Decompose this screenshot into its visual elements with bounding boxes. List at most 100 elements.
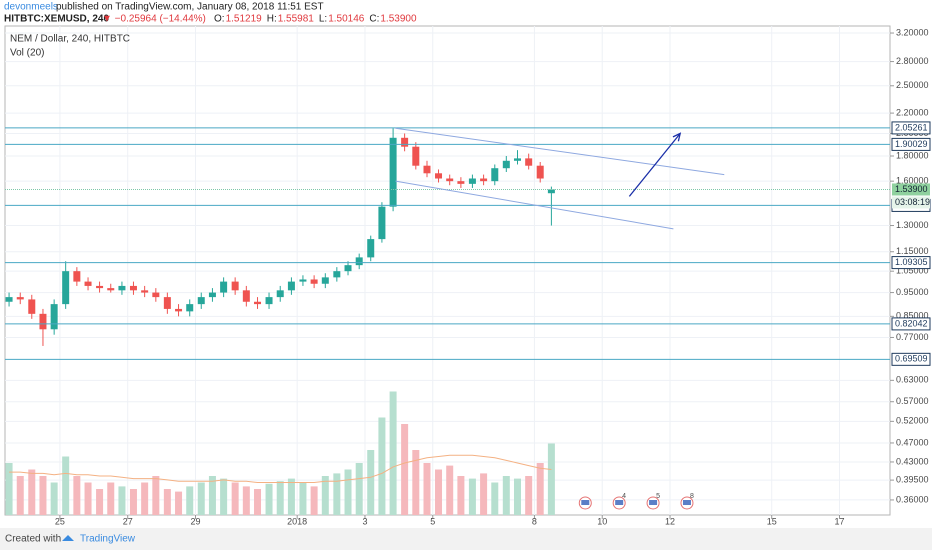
published: published on TradingView.com, January 08…: [56, 2, 324, 13]
candle-body: [96, 285, 104, 289]
footer-brand[interactable]: TradingView: [80, 534, 136, 545]
ohlc-label: O:: [214, 14, 225, 25]
candle-body: [446, 178, 454, 182]
volume-bar: [152, 476, 160, 515]
author[interactable]: devonmeels: [4, 2, 58, 13]
x-tick-label: 29: [190, 516, 200, 526]
arrow-head: [672, 132, 682, 142]
x-tick-label: 3: [362, 516, 367, 526]
level-label-box: [891, 352, 931, 366]
y-tick-label: 0.85000: [896, 311, 929, 321]
volume-bar: [321, 476, 329, 515]
candle-body: [389, 137, 397, 207]
candle-body: [39, 313, 47, 330]
candle-body: [367, 239, 375, 258]
candle-body: [513, 158, 521, 161]
ohlc-value: 1.50146: [328, 14, 365, 25]
volume-bar: [355, 463, 363, 515]
grid: 3.200002.800002.500002.200002.000001.800…: [5, 26, 929, 526]
volume-bar: [254, 489, 262, 515]
x-tick-label: 12: [665, 516, 675, 526]
change: ▼ −0.25964 (−14.44%): [102, 14, 206, 25]
volume-bar: [163, 489, 171, 515]
candle-body: [107, 288, 115, 291]
y-tick-label: 1.30000: [896, 220, 929, 230]
y-tick-label: 3.20000: [896, 27, 929, 37]
candle-body: [355, 257, 363, 266]
volume-bar: [502, 476, 510, 515]
candle-body: [333, 271, 341, 278]
x-tick-label: 10: [597, 516, 607, 526]
volume-bar: [367, 450, 375, 515]
volume-bar: [16, 476, 24, 515]
last-price-box: [892, 183, 930, 196]
ohlc-label: H:: [267, 14, 277, 25]
y-tick-label: 0.95000: [896, 287, 929, 297]
candle-body: [435, 173, 443, 179]
candle-body: [536, 165, 544, 179]
candle-body: [186, 304, 194, 312]
candle-body: [163, 297, 171, 309]
volume-bar: [175, 491, 183, 515]
candle-body: [197, 297, 205, 305]
candle-body: [175, 308, 183, 312]
candle-body: [457, 181, 465, 184]
candle-body: [84, 281, 92, 286]
y-tick-label: 1.60000: [896, 176, 929, 186]
candle-body: [152, 292, 160, 298]
level-label: 2.05261: [895, 122, 928, 132]
candle-body: [129, 285, 137, 291]
volume-bar: [96, 489, 104, 515]
symbol: HITBTC:XEMUSD, 240: [4, 14, 109, 25]
volume-bar: [276, 481, 284, 515]
volume-bar: [480, 473, 488, 515]
candle-body: [344, 265, 352, 272]
y-tick-label: 0.63000: [896, 375, 929, 385]
volume-bar: [378, 417, 386, 515]
y-tick-label: 2.20000: [896, 107, 929, 117]
event-flag: [649, 500, 658, 505]
candle-body: [242, 290, 250, 302]
volume-bar: [141, 482, 149, 515]
level-label: 1.09305: [895, 257, 928, 267]
candle-body: [118, 285, 126, 291]
event-count: 8: [690, 493, 694, 500]
level-label-box: [891, 121, 931, 135]
candle-body: [28, 299, 36, 314]
y-tick-label: 2.80000: [896, 56, 929, 66]
volume-bar: [525, 476, 533, 515]
volume-bar: [84, 482, 92, 515]
volume-bar: [412, 450, 420, 515]
x-tick-label: 8: [532, 516, 537, 526]
volume-bar: [220, 478, 228, 515]
y-tick-label: 0.57000: [896, 396, 929, 406]
volume-bar: [310, 486, 318, 515]
candle-body: [231, 281, 239, 291]
plot: 2.052611.900291.428281.093050.820420.695…: [5, 121, 931, 515]
candle-body: [310, 279, 318, 284]
volume-bar: [197, 482, 205, 515]
trend-line: [395, 127, 725, 176]
volume-bar: [231, 482, 239, 515]
level-label: 0.69509: [895, 354, 928, 364]
candle-body: [208, 292, 216, 298]
y-tick-label: 1.80000: [896, 150, 929, 160]
candle-body: [378, 206, 386, 240]
volume-bar: [186, 486, 194, 515]
volume-bar: [491, 482, 499, 515]
volume-bar: [287, 478, 295, 515]
candle-body: [321, 277, 329, 284]
candle-body: [412, 146, 420, 166]
volume-bar: [208, 476, 216, 515]
event-flag: [682, 500, 691, 505]
logo: [62, 535, 74, 541]
countdown-box: [892, 196, 930, 209]
volume-ma-line: [9, 454, 552, 483]
volume-bar: [118, 486, 126, 515]
level-label-box: [891, 256, 931, 270]
event-flag: [615, 500, 624, 505]
x-tick-label: 25: [55, 516, 65, 526]
y-tick-label: 0.77000: [896, 332, 929, 342]
legend-volume: Vol (20): [10, 48, 44, 59]
